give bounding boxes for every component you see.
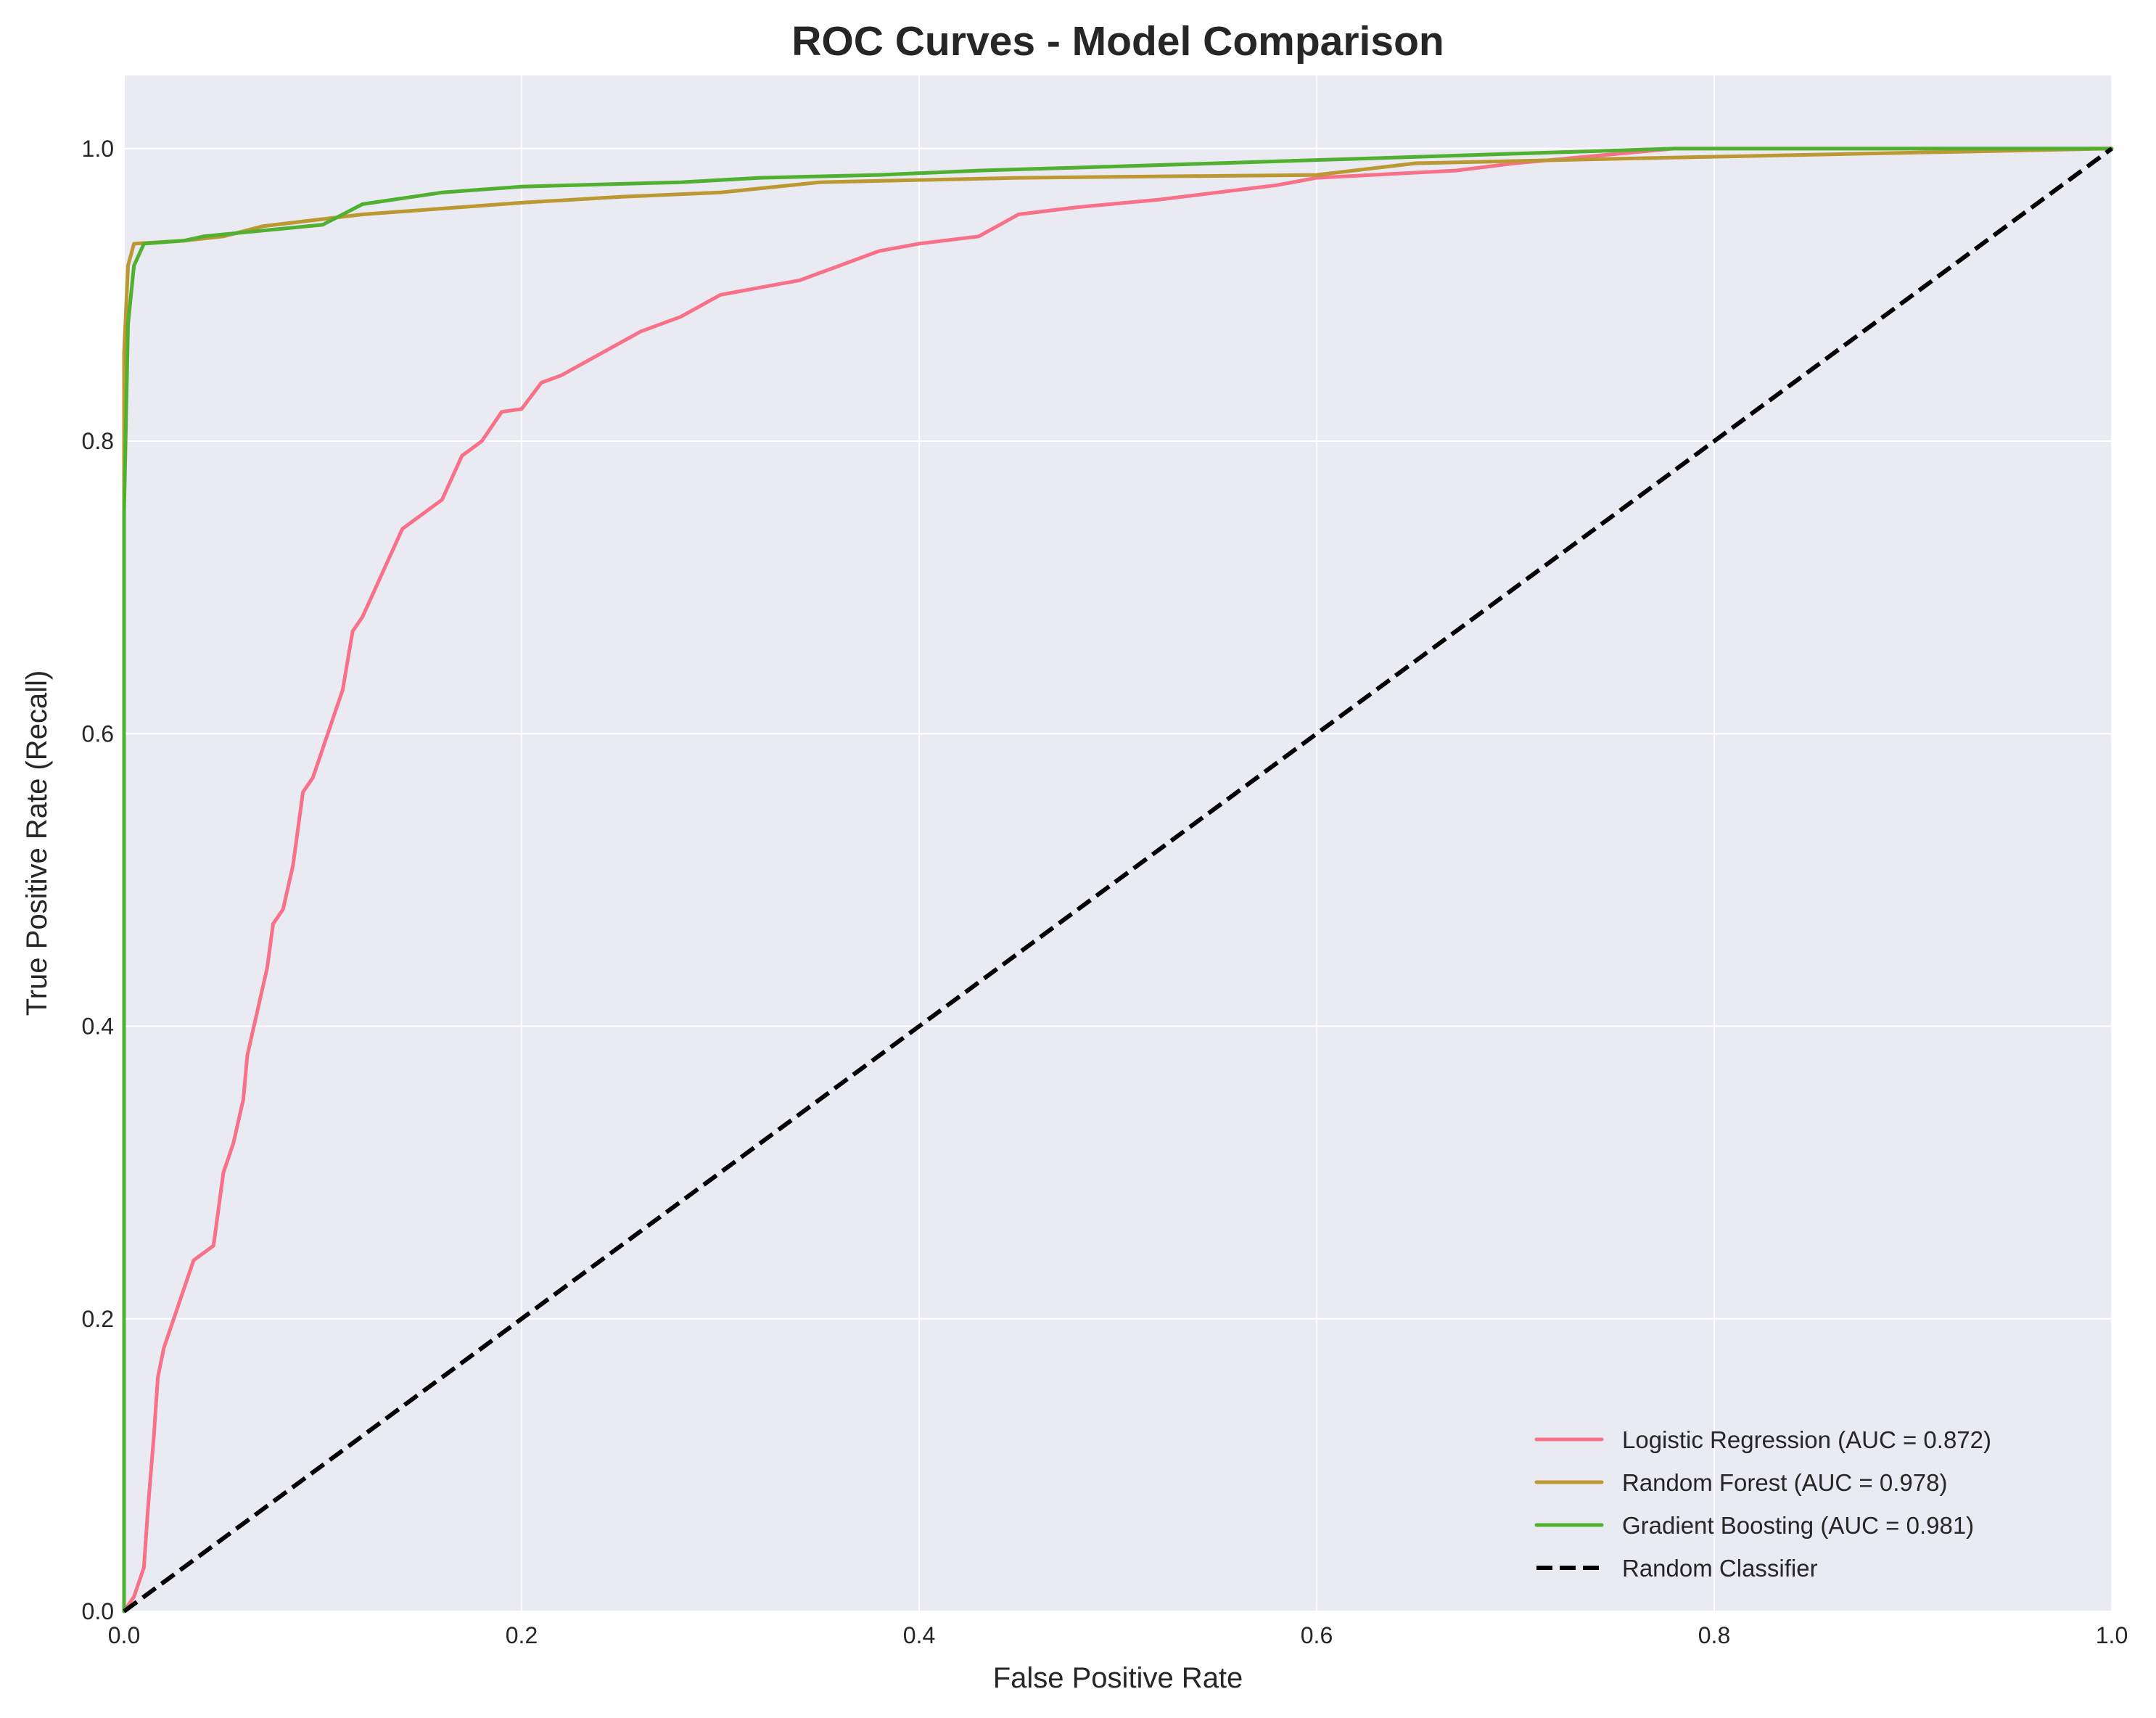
legend: Logistic Regression (AUC = 0.872) Random … [1534, 1426, 1991, 1582]
y-tick-label: 0.0 [82, 1598, 114, 1624]
x-tick-label: 0.8 [1698, 1622, 1730, 1648]
y-tick-label: 0.2 [82, 1306, 114, 1332]
y-tick-label: 0.6 [82, 720, 114, 747]
y-tick-label: 0.4 [82, 1014, 114, 1040]
legend-label-random-classifier: Random Classifier [1622, 1555, 1818, 1582]
y-tick-labels: 0.0 0.2 0.4 0.6 0.8 1.0 [82, 136, 114, 1624]
x-tick-label: 0.4 [903, 1622, 935, 1648]
series-line-logistic-regression [122, 147, 2114, 1614]
legend-label-logistic-regression: Logistic Regression (AUC = 0.872) [1622, 1426, 1991, 1453]
legend-label-random-forest: Random Forest (AUC = 0.978) [1622, 1469, 1947, 1496]
x-tick-label: 1.0 [2096, 1622, 2128, 1648]
x-tick-label: 0.0 [108, 1622, 140, 1648]
y-axis-label: True Positive Rate (Recall) [21, 670, 53, 1016]
y-tick-label: 1.0 [82, 136, 114, 162]
plot-background [124, 75, 2112, 1611]
grid-lines [123, 75, 2112, 1612]
x-tick-labels: 0.0 0.2 0.4 0.6 0.8 1.0 [108, 1622, 2128, 1648]
y-tick-label: 0.8 [82, 428, 114, 454]
series-group [122, 147, 2114, 1614]
series-line-gradient-boosting [122, 147, 2114, 1614]
x-tick-label: 0.6 [1301, 1622, 1333, 1648]
x-axis-label: False Positive Rate [993, 1662, 1243, 1694]
x-tick-label: 0.2 [506, 1622, 538, 1648]
series-line-random-forest [122, 147, 2114, 1614]
series-line-random-classifier [123, 147, 2113, 1614]
legend-label-gradient-boosting: Gradient Boosting (AUC = 0.981) [1622, 1512, 1974, 1539]
chart-title: ROC Curves - Model Comparison [791, 18, 1444, 65]
